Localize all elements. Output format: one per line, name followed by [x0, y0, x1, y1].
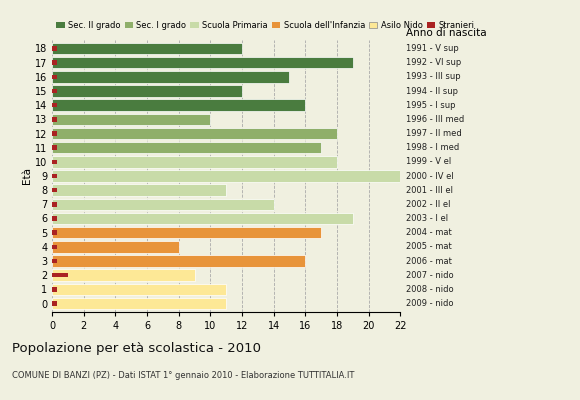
Bar: [52, 301, 57, 306]
Text: 1994 - II sup: 1994 - II sup: [406, 86, 458, 96]
Text: 2002 - II el: 2002 - II el: [406, 200, 451, 209]
Bar: [52, 85, 242, 97]
Bar: [52, 216, 57, 221]
Bar: [52, 131, 57, 136]
Bar: [52, 198, 274, 210]
Text: 1992 - VI sup: 1992 - VI sup: [406, 58, 461, 67]
Text: 1999 - V el: 1999 - V el: [406, 157, 451, 166]
Bar: [52, 213, 353, 224]
Bar: [52, 287, 57, 292]
Bar: [52, 142, 321, 154]
Bar: [52, 114, 211, 125]
Bar: [52, 245, 57, 249]
Text: 2000 - IV el: 2000 - IV el: [406, 172, 454, 180]
Legend: Sec. II grado, Sec. I grado, Scuola Primaria, Scuola dell'Infanzia, Asilo Nido, : Sec. II grado, Sec. I grado, Scuola Prim…: [53, 18, 478, 33]
Bar: [52, 75, 57, 79]
Bar: [52, 103, 57, 107]
Bar: [52, 241, 179, 253]
Text: Popolazione per età scolastica - 2010: Popolazione per età scolastica - 2010: [12, 342, 260, 355]
Bar: [52, 160, 57, 164]
Bar: [52, 284, 226, 295]
Text: 2005 - mat: 2005 - mat: [406, 242, 452, 251]
Bar: [52, 259, 57, 263]
Bar: [52, 117, 57, 122]
Bar: [52, 128, 337, 139]
Bar: [52, 43, 242, 54]
Bar: [52, 269, 194, 281]
Text: 1996 - III med: 1996 - III med: [406, 115, 464, 124]
Text: 1991 - V sup: 1991 - V sup: [406, 44, 459, 53]
Bar: [52, 57, 353, 68]
Bar: [52, 71, 289, 83]
Bar: [52, 60, 57, 65]
Bar: [52, 227, 321, 238]
Bar: [52, 188, 57, 192]
Text: 2001 - III el: 2001 - III el: [406, 186, 453, 195]
Text: COMUNE DI BANZI (PZ) - Dati ISTAT 1° gennaio 2010 - Elaborazione TUTTITALIA.IT: COMUNE DI BANZI (PZ) - Dati ISTAT 1° gen…: [12, 371, 354, 380]
Bar: [52, 273, 68, 277]
Bar: [52, 146, 57, 150]
Text: 2007 - nido: 2007 - nido: [406, 271, 454, 280]
Bar: [52, 170, 400, 182]
Y-axis label: Età: Età: [22, 168, 32, 184]
Bar: [52, 174, 57, 178]
Bar: [52, 99, 305, 111]
Bar: [52, 202, 57, 206]
Bar: [52, 46, 57, 51]
Text: 2006 - mat: 2006 - mat: [406, 256, 452, 266]
Text: 1997 - II med: 1997 - II med: [406, 129, 462, 138]
Bar: [52, 298, 226, 309]
Text: 1995 - I sup: 1995 - I sup: [406, 101, 455, 110]
Text: Anno di nascita: Anno di nascita: [406, 28, 487, 38]
Text: 2008 - nido: 2008 - nido: [406, 285, 454, 294]
Bar: [52, 184, 226, 196]
Text: 1993 - III sup: 1993 - III sup: [406, 72, 461, 81]
Text: 2003 - I el: 2003 - I el: [406, 214, 448, 223]
Bar: [52, 89, 57, 93]
Bar: [52, 230, 57, 235]
Text: 2004 - mat: 2004 - mat: [406, 228, 452, 237]
Bar: [52, 255, 305, 267]
Bar: [52, 156, 337, 168]
Text: 2009 - nido: 2009 - nido: [406, 299, 454, 308]
Text: 1998 - I med: 1998 - I med: [406, 143, 459, 152]
